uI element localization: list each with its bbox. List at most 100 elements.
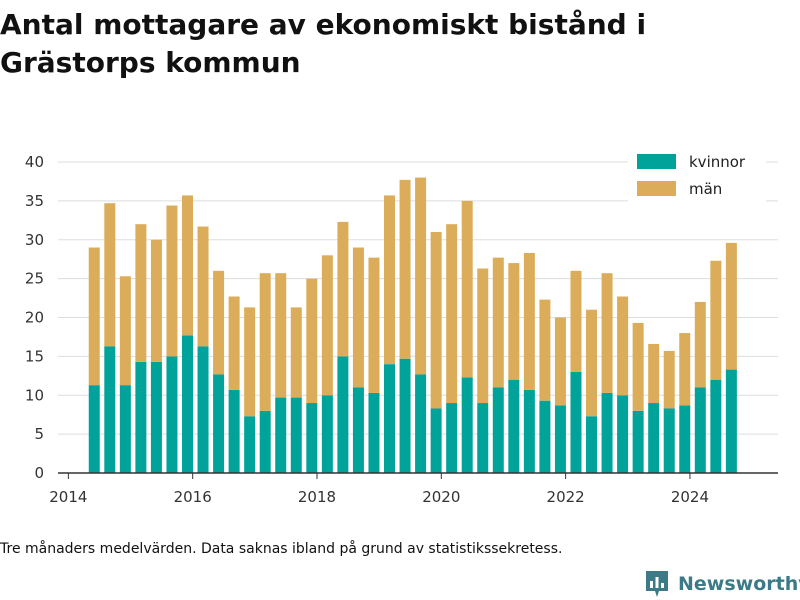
bar-kvinnor	[104, 346, 116, 473]
y-tick-label: 10	[25, 386, 44, 404]
bar-kvinnor	[586, 416, 598, 473]
bar-kvinnor	[601, 392, 613, 473]
bar-man	[679, 333, 691, 406]
bar-man	[321, 255, 333, 396]
bar-man	[601, 273, 613, 393]
bars	[88, 177, 737, 473]
bar-kvinnor	[461, 377, 473, 473]
bar-kvinnor	[368, 392, 380, 473]
bar-man	[104, 203, 116, 347]
bar-man	[477, 268, 489, 404]
bar-kvinnor	[321, 395, 333, 473]
bar-man	[228, 296, 240, 390]
bar-kvinnor	[617, 395, 629, 473]
x-tick-label: 2014	[49, 488, 87, 506]
bar-kvinnor	[508, 379, 520, 473]
bar-man	[663, 350, 675, 409]
bar-chart-logo-icon	[646, 571, 668, 597]
footnote: Tre månaders medelvärden. Data saknas ib…	[0, 541, 563, 557]
bar-kvinnor	[228, 389, 240, 473]
bar-man	[368, 257, 380, 393]
bar-kvinnor	[694, 387, 706, 473]
bar-man	[244, 307, 256, 417]
bar-kvinnor	[290, 397, 302, 473]
bar-kvinnor	[648, 403, 660, 473]
bar-man	[632, 322, 644, 411]
legend-label-kvinnor: kvinnor	[689, 153, 746, 171]
bar-man	[523, 252, 535, 390]
bar-kvinnor	[430, 408, 442, 473]
bar-man	[710, 260, 722, 380]
bar-man	[617, 296, 629, 396]
bar-man	[570, 270, 582, 372]
bar-kvinnor	[632, 410, 644, 473]
bar-kvinnor	[415, 374, 427, 473]
bar-kvinnor	[539, 400, 551, 473]
bar-man	[415, 177, 427, 375]
bar-kvinnor	[306, 403, 318, 473]
bar-man	[259, 273, 271, 411]
bar-man	[492, 257, 504, 388]
bar-man	[430, 231, 442, 409]
legend: kvinnor män	[628, 145, 766, 203]
bar-kvinnor	[135, 361, 147, 473]
y-tick-label: 30	[25, 231, 44, 249]
bar-kvinnor	[275, 397, 287, 473]
bar-kvinnor	[166, 356, 178, 473]
y-tick-label: 0	[34, 464, 44, 482]
bar-kvinnor	[446, 403, 458, 473]
y-tick-label: 25	[25, 270, 44, 288]
bar-kvinnor	[197, 346, 209, 473]
x-tick-label: 2016	[174, 488, 212, 506]
bar-kvinnor	[725, 369, 737, 473]
bar-man	[539, 299, 551, 401]
bar-kvinnor	[119, 385, 131, 473]
bar-man	[119, 276, 131, 386]
bar-kvinnor	[710, 379, 722, 473]
bar-kvinnor	[337, 356, 349, 473]
x-tick-label: 2018	[298, 488, 336, 506]
bar-kvinnor	[492, 387, 504, 473]
x-tick-label: 2022	[547, 488, 585, 506]
axes: 0 5 10 15 20 25 30 35 40 2014 2016 2018 2020 2022 2024	[25, 153, 778, 506]
legend-swatch-man	[637, 181, 676, 196]
bar-kvinnor	[523, 389, 535, 473]
bar-man	[275, 273, 287, 398]
bar-kvinnor	[570, 371, 582, 473]
x-tick-label: 2020	[422, 488, 460, 506]
bar-man	[461, 200, 473, 378]
bar-kvinnor	[399, 358, 411, 473]
bar-man	[88, 247, 100, 386]
bar-man	[150, 239, 162, 362]
bar-man	[586, 309, 598, 417]
y-tick-label: 5	[34, 425, 44, 443]
bar-kvinnor	[88, 385, 100, 473]
brand-logo: Newsworthy	[644, 568, 800, 600]
bar-kvinnor	[554, 405, 566, 473]
bar-man	[648, 343, 660, 404]
bar-man	[352, 247, 364, 388]
bar-man	[508, 263, 520, 380]
bar-kvinnor	[244, 416, 256, 473]
bar-man	[725, 242, 737, 370]
y-tick-label: 35	[25, 192, 44, 210]
bar-kvinnor	[181, 335, 193, 473]
bar-man	[135, 224, 147, 362]
bar-kvinnor	[679, 405, 691, 473]
brand-name: Newsworthy	[678, 573, 800, 595]
bar-kvinnor	[663, 408, 675, 473]
bar-man	[290, 307, 302, 398]
legend-label-man: män	[689, 180, 722, 198]
chart-title: Antal mottagare av ekonomiskt bistånd i …	[0, 8, 647, 79]
bar-man	[181, 195, 193, 336]
bar-man	[166, 205, 178, 357]
bar-kvinnor	[352, 387, 364, 473]
bar-kvinnor	[259, 410, 271, 473]
bar-kvinnor	[384, 364, 396, 473]
bar-man	[306, 278, 318, 404]
bar-kvinnor	[477, 403, 489, 473]
bar-man	[446, 224, 458, 404]
bar-man	[384, 195, 396, 365]
bar-man	[694, 301, 706, 388]
